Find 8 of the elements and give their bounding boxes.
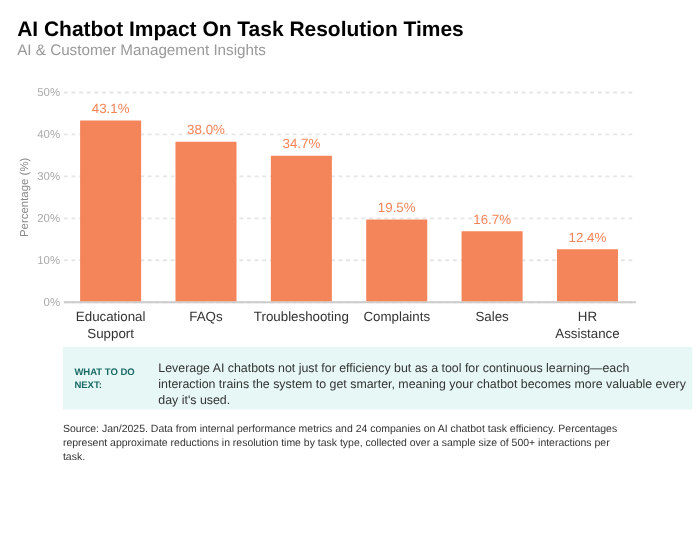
bar (175, 141, 237, 302)
chart-subtitle: AI & Customer Management Insights (17, 41, 267, 60)
bar (461, 231, 523, 302)
bar (556, 249, 618, 302)
bar (80, 120, 142, 302)
bar (366, 219, 428, 302)
chart-title: AI Chatbot Impact On Task Resolution Times (17, 20, 465, 43)
bar (270, 155, 332, 302)
